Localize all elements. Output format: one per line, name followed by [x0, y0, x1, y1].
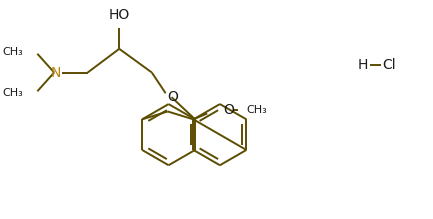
Text: CH₃: CH₃ — [3, 47, 23, 57]
Text: CH₃: CH₃ — [247, 104, 268, 115]
Text: O: O — [223, 102, 234, 117]
Text: O: O — [167, 90, 178, 104]
Text: H: H — [358, 58, 368, 72]
Text: HO: HO — [109, 8, 130, 22]
Text: Cl: Cl — [382, 58, 395, 72]
Text: N: N — [51, 65, 61, 79]
Text: CH₃: CH₃ — [3, 88, 23, 98]
